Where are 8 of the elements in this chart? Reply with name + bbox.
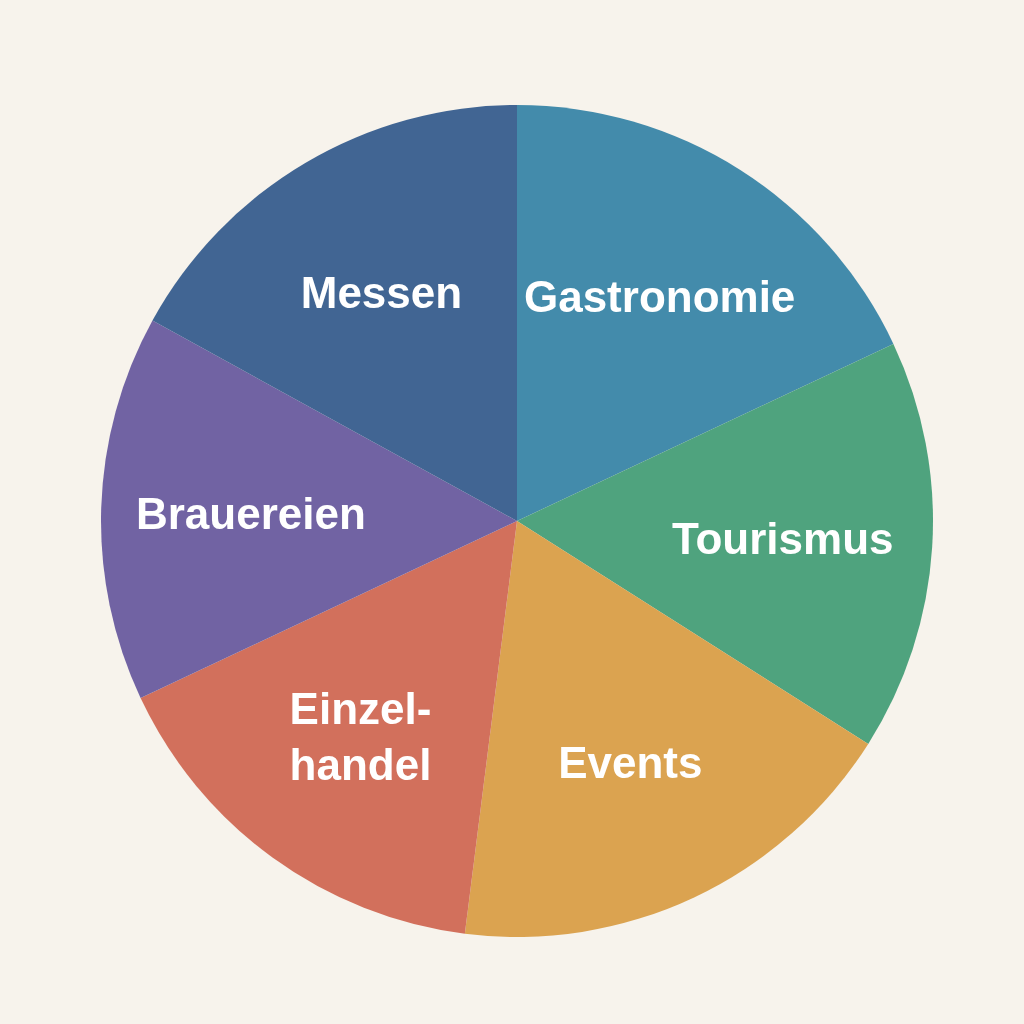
slice-label: Events <box>558 737 703 787</box>
pie-slice <box>517 343 933 744</box>
slice-label: Messen <box>300 267 463 317</box>
pie-slice <box>517 105 894 521</box>
slice-label: Brauereien <box>135 488 366 538</box>
slice-label: Gastronomie <box>523 271 796 321</box>
slice-label: Einzel- handel <box>289 683 432 789</box>
slice-label: Tourismus <box>671 513 894 563</box>
